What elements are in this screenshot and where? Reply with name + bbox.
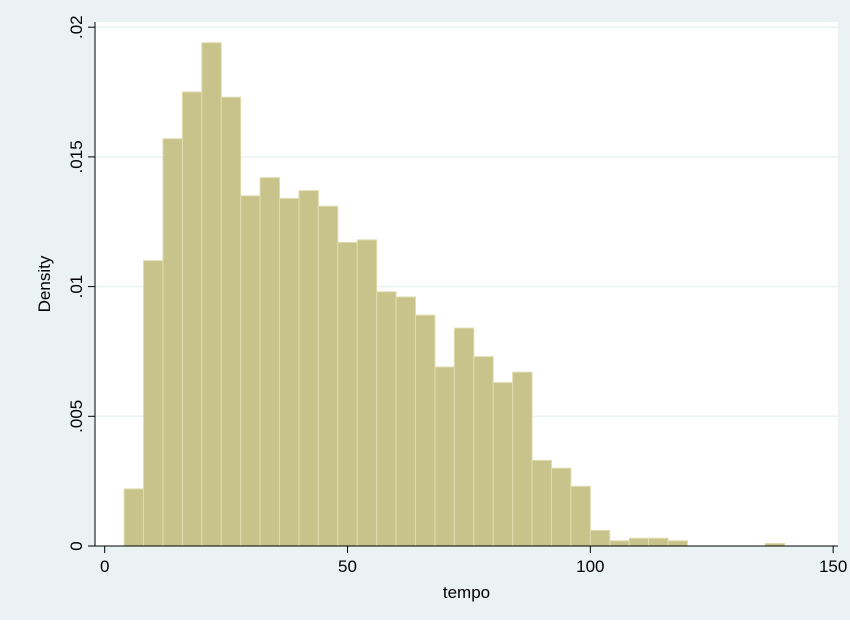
histogram-bar <box>298 190 319 547</box>
histogram-bar <box>415 314 436 547</box>
histogram-bar <box>667 540 688 547</box>
histogram-bar <box>143 260 164 547</box>
x-tick-label: 100 <box>576 557 604 576</box>
histogram-bar <box>162 138 183 547</box>
y-tick-label: .005 <box>67 400 86 433</box>
histogram-bar <box>317 205 339 547</box>
y-tick-label: 0 <box>67 541 86 550</box>
histogram-bar <box>240 195 261 547</box>
histogram-bar <box>589 529 611 547</box>
histogram-bar <box>570 485 591 547</box>
histogram-bar <box>550 467 572 547</box>
histogram-bar <box>512 371 533 547</box>
histogram-bar <box>531 459 552 547</box>
histogram-bar <box>434 366 455 547</box>
histogram-bar <box>453 327 475 547</box>
histogram-bar <box>356 239 378 547</box>
y-tick-label: .01 <box>67 275 86 299</box>
histogram-bar <box>123 488 145 547</box>
axes <box>94 22 838 547</box>
bars <box>123 42 786 547</box>
histogram-bar <box>648 537 669 547</box>
x-axis-label: tempo <box>443 583 490 602</box>
histogram-bar <box>376 291 397 547</box>
ticks: 0 .005 .01 .015 .02 0 50 100 150 <box>67 15 847 576</box>
x-tick-label: 50 <box>338 557 357 576</box>
histogram-bar <box>473 356 494 547</box>
y-tick-label: .015 <box>67 140 86 173</box>
x-tick-label: 0 <box>100 557 109 576</box>
y-tick-label: .02 <box>67 15 86 39</box>
histogram-bar <box>395 296 417 547</box>
x-tick-label: 150 <box>819 557 847 576</box>
histogram-bar <box>628 537 650 547</box>
histogram-bar <box>609 540 630 547</box>
histogram-bar <box>337 241 358 547</box>
histogram-bar <box>201 42 222 547</box>
histogram-bar <box>492 382 514 547</box>
histogram-bar <box>259 177 281 547</box>
y-axis-label: Density <box>35 255 54 312</box>
histogram-bar <box>220 96 242 547</box>
histogram-bar <box>181 91 203 547</box>
histogram-bar <box>279 197 300 547</box>
